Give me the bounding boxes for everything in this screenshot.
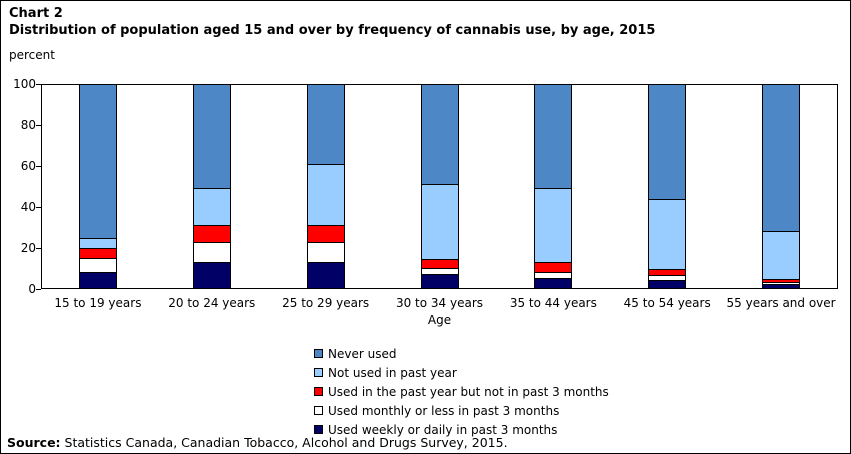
segment-not-used-in-past-year [649, 198, 686, 269]
source-text: Statistics Canada, Canadian Tobacco, Alc… [60, 435, 508, 450]
x-axis-label-55-years-and-over: 55 years and over [726, 296, 836, 310]
segment-used-weekly-or-daily-in-past-3-months [649, 279, 686, 288]
y-tick-label-60: 60 [20, 158, 36, 173]
segment-never-used [649, 85, 686, 199]
segment-used-in-the-past-year-but-not-in-past-3-months [421, 258, 458, 268]
legend-item-not-used-in-past-year: Not used in past year [314, 363, 609, 382]
segment-not-used-in-past-year [535, 187, 572, 262]
segment-used-monthly-or-less-in-past-3-months [421, 267, 458, 274]
chart-title: Distribution of population aged 15 and o… [9, 23, 656, 38]
bar-25-to-29-years [306, 84, 345, 289]
segment-never-used [79, 85, 116, 239]
x-axis-title: Age [427, 313, 452, 327]
source-label: Source: [7, 435, 61, 450]
segment-never-used [193, 85, 230, 188]
legend-label: Used weekly or daily in past 3 months [328, 422, 558, 437]
y-tick-mark [36, 83, 41, 85]
y-tick-label-20: 20 [20, 240, 36, 255]
segment-used-in-the-past-year-but-not-in-past-3-months [649, 268, 686, 275]
segment-used-monthly-or-less-in-past-3-months [763, 281, 800, 284]
legend-swatch-icon [314, 387, 323, 396]
segment-used-weekly-or-daily-in-past-3-months [421, 273, 458, 288]
segment-never-used [535, 85, 572, 188]
legend-item-used-in-the-past-year-but-not-in-past-3-months: Used in the past year but not in past 3 … [314, 382, 609, 401]
segment-not-used-in-past-year [193, 187, 230, 226]
legend-label: Never used [328, 346, 397, 361]
y-tick-label-100: 100 [13, 76, 36, 91]
segment-used-monthly-or-less-in-past-3-months [649, 274, 686, 280]
segment-used-in-the-past-year-but-not-in-past-3-months [307, 225, 344, 243]
segment-never-used [421, 85, 458, 185]
y-tick-mark [36, 124, 41, 126]
legend-item-used-monthly-or-less-in-past-3-months: Used monthly or less in past 3 months [314, 401, 609, 420]
legend-swatch-icon [314, 406, 323, 415]
segment-not-used-in-past-year [307, 164, 344, 226]
y-tick-label-80: 80 [20, 117, 36, 132]
segment-never-used [763, 85, 800, 232]
segment-used-weekly-or-daily-in-past-3-months [307, 261, 344, 288]
y-tick-mark [36, 165, 41, 167]
segment-used-monthly-or-less-in-past-3-months [535, 271, 572, 278]
x-axis-label-25-to-29-years: 25 to 29 years [282, 296, 370, 310]
legend-label: Used in the past year but not in past 3 … [328, 384, 609, 399]
segment-not-used-in-past-year [421, 184, 458, 259]
segment-not-used-in-past-year [79, 238, 116, 249]
segment-used-monthly-or-less-in-past-3-months [307, 242, 344, 262]
segment-used-monthly-or-less-in-past-3-months [79, 257, 116, 272]
y-axis-unit-label: percent [9, 48, 55, 62]
segment-used-in-the-past-year-but-not-in-past-3-months [193, 225, 230, 243]
y-tick-label-0: 0 [28, 281, 36, 296]
segment-used-weekly-or-daily-in-past-3-months [193, 261, 230, 288]
legend-swatch-icon [314, 349, 323, 358]
legend-swatch-icon [314, 425, 323, 434]
bar-20-to-24-years [192, 84, 231, 289]
legend: Never used Not used in past year Used in t… [314, 344, 609, 439]
y-tick-mark [36, 247, 41, 249]
segment-used-weekly-or-daily-in-past-3-months [763, 283, 800, 288]
x-axis-label-45-to-54-years: 45 to 54 years [623, 296, 711, 310]
legend-label: Not used in past year [328, 365, 457, 380]
x-axis-label-15-to-19-years: 15 to 19 years [54, 296, 142, 310]
y-tick-mark [36, 288, 41, 290]
segment-used-in-the-past-year-but-not-in-past-3-months [79, 248, 116, 258]
bar-30-to-34-years [420, 84, 459, 289]
x-axis-label-35-to-44-years: 35 to 44 years [509, 296, 597, 310]
segment-used-in-the-past-year-but-not-in-past-3-months [763, 278, 800, 282]
segment-used-weekly-or-daily-in-past-3-months [79, 271, 116, 288]
source-note: Source: Statistics Canada, Canadian Toba… [7, 435, 508, 450]
bar-45-to-54-years [648, 84, 687, 289]
segment-used-monthly-or-less-in-past-3-months [193, 242, 230, 262]
legend-item-never-used: Never used [314, 344, 609, 363]
legend-label: Used monthly or less in past 3 months [328, 403, 560, 418]
bar-15-to-19-years [78, 84, 117, 289]
legend-item-used-weekly-or-daily-in-past-3-months: Used weekly or daily in past 3 months [314, 420, 609, 439]
y-tick-label-40: 40 [20, 199, 36, 214]
segment-used-in-the-past-year-but-not-in-past-3-months [535, 261, 572, 272]
y-tick-mark [36, 206, 41, 208]
bar-35-to-44-years [534, 84, 573, 289]
legend-swatch-icon [314, 368, 323, 377]
x-axis-label-30-to-34-years: 30 to 34 years [395, 296, 484, 310]
segment-not-used-in-past-year [763, 231, 800, 279]
segment-used-weekly-or-daily-in-past-3-months [535, 277, 572, 288]
segment-never-used [307, 85, 344, 165]
bar-55-years-and-over [762, 84, 801, 289]
chart-number: Chart 2 [9, 6, 63, 21]
x-axis-label-20-to-24-years: 20 to 24 years [168, 296, 256, 310]
